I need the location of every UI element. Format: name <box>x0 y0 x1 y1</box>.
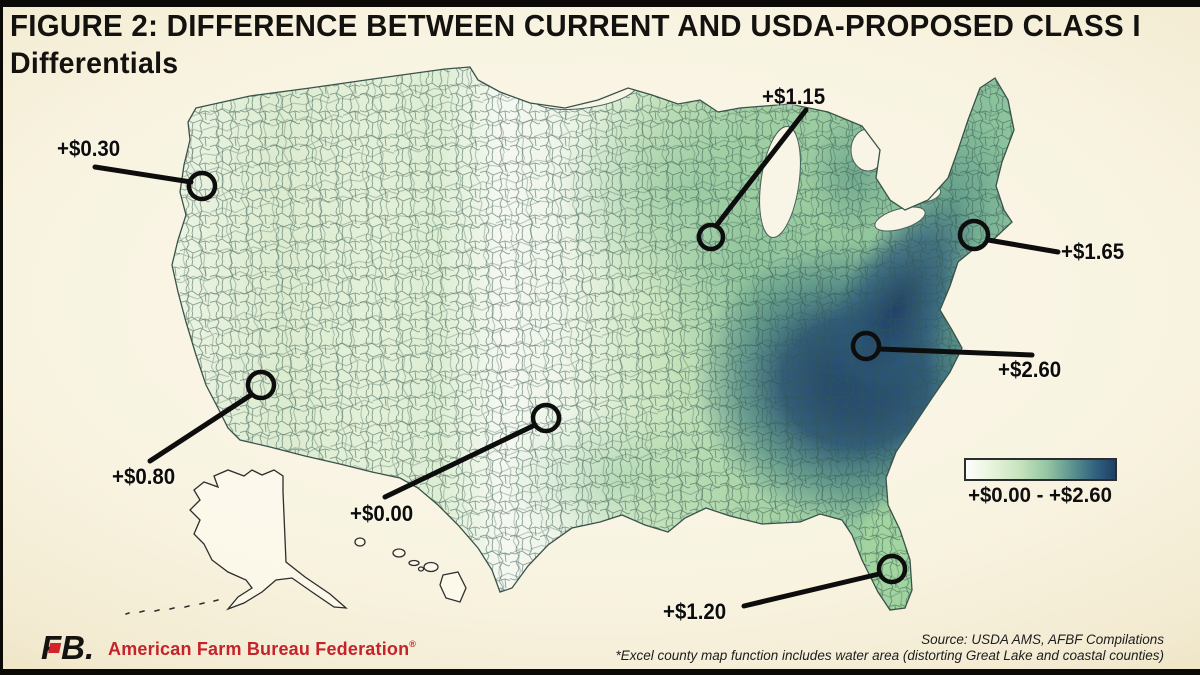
callout-circles <box>186 170 991 585</box>
source-line1: Source: USDA AMS, AFBF Compilations <box>921 632 1164 647</box>
callout-circle-west-texas <box>530 402 562 434</box>
alaska-outline <box>189 469 348 611</box>
bottom-border-bar <box>0 669 1200 675</box>
callout-label-northwest: +$0.30 <box>57 136 121 161</box>
callout-line-appalachia <box>876 346 1035 358</box>
callout-line-west-texas <box>382 422 538 500</box>
registered-trademark: ® <box>409 639 417 649</box>
afbf-logo-mark: FB. <box>41 630 94 666</box>
afbf-logo: FB. <box>41 630 94 666</box>
callout-label-northeast: +$1.65 <box>1061 239 1125 264</box>
callout-circle-upper-midwest <box>696 222 726 252</box>
figure-title-line2: Differentials <box>10 47 179 80</box>
callout-line-florida <box>741 571 882 609</box>
callout-label-southern-california: +$0.80 <box>112 464 176 489</box>
callout-label-west-texas: +$0.00 <box>350 501 414 526</box>
callout-line-northwest <box>92 164 194 185</box>
legend-range-label: +$0.00 - +$2.60 <box>968 484 1112 507</box>
aleutian-islands <box>125 599 219 615</box>
county-choropleth-fill <box>172 67 1014 610</box>
top-border-bar <box>0 0 1200 7</box>
callout-circle-florida <box>876 553 908 585</box>
callout-circle-northwest <box>186 170 218 202</box>
callout-lines <box>92 107 1061 609</box>
left-border-bar <box>0 0 3 675</box>
hawaii-islands <box>354 537 467 603</box>
callout-label-appalachia: +$2.60 <box>998 357 1062 382</box>
afbf-logo-red-square <box>48 643 62 653</box>
callout-line-southern-california <box>147 392 254 464</box>
callout-circle-southern-california <box>245 369 277 401</box>
callout-line-upper-midwest <box>713 107 809 229</box>
callout-circle-appalachia <box>850 330 882 362</box>
organization-name: American Farm Bureau Federation® <box>108 639 417 659</box>
legend-gradient-bar <box>964 458 1117 481</box>
source-note: Source: USDA AMS, AFBF Compilations *Exc… <box>615 632 1164 664</box>
callout-label-upper-midwest: +$1.15 <box>762 84 826 109</box>
callout-line-northeast <box>985 237 1061 255</box>
callout-label-florida: +$1.20 <box>663 599 727 624</box>
source-line2: *Excel county map function includes wate… <box>615 648 1164 663</box>
callout-circle-northeast <box>957 218 991 252</box>
figure-title-line1: FIGURE 2: DIFFERENCE BETWEEN CURRENT AND… <box>10 8 1141 43</box>
